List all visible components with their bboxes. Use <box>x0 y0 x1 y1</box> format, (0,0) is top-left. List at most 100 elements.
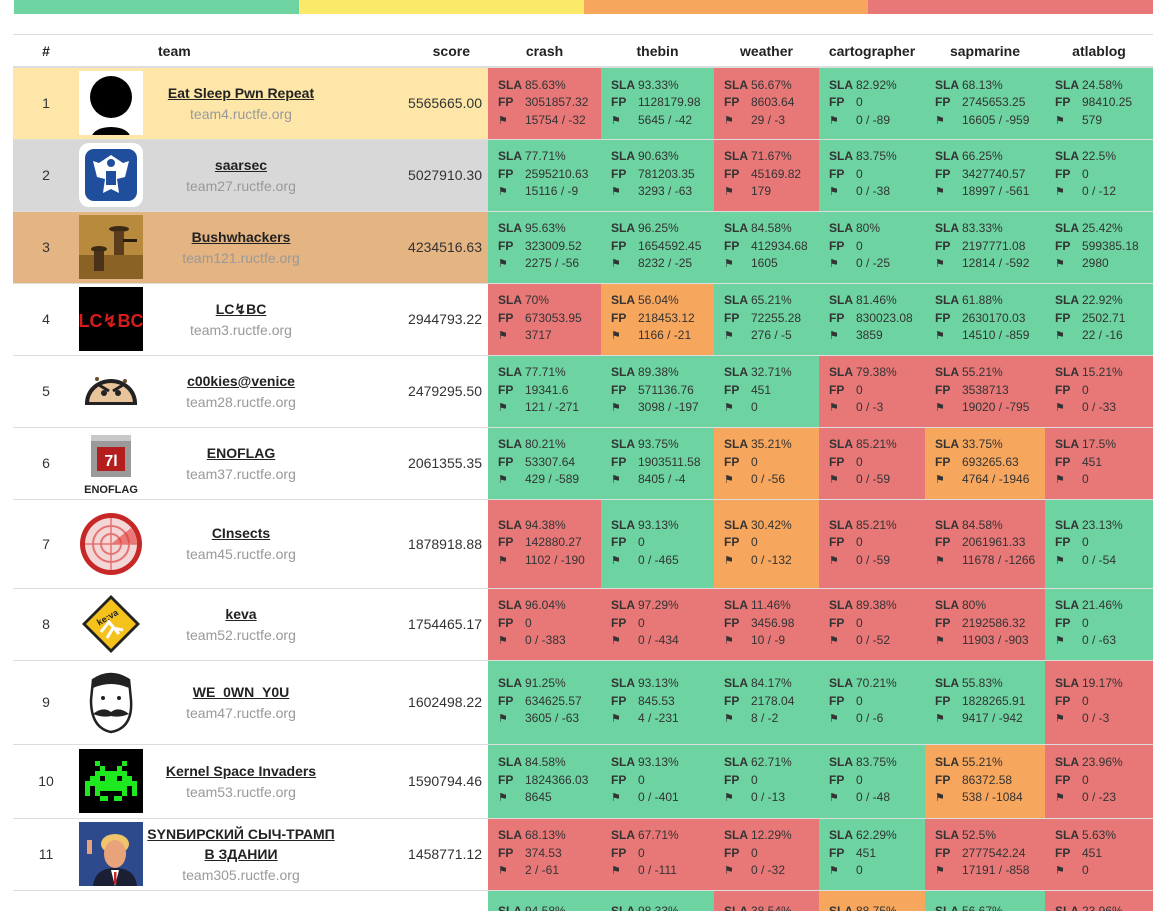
team-row[interactable]: 1 Eat Sleep Pwn Repeat team4.ructfe.org 5… <box>13 66 1153 148</box>
service-cell-thebin[interactable]: SLA 56.04% FP 218453.12 ⚑ 1166 / -21 <box>601 282 714 355</box>
service-cell-weather[interactable]: SLA 84.58% FP 412934.68 ⚑ 1605 <box>714 210 819 283</box>
team-row[interactable]: 7 CInsects team45.ructfe.org 1878918.88 S… <box>13 498 1153 588</box>
service-cell-cartographer[interactable]: SLA 70.21% FP 0 ⚑ 0 / -6 <box>819 659 925 744</box>
team-name-link[interactable]: WE_0WN_Y0U <box>192 683 290 700</box>
service-cell-weather[interactable]: SLA 12.29% FP 0 ⚑ 0 / -32 <box>714 817 819 890</box>
team-name-link[interactable]: Kernel Space Invaders <box>165 762 317 779</box>
service-cell-cartographer[interactable]: SLA 85.21% FP 0 ⚑ 0 / -59 <box>819 426 925 499</box>
service-cell-crash[interactable]: SLA 77.71% FP 19341.6 ⚑ 121 / -271 <box>488 354 601 427</box>
service-cell-thebin[interactable]: SLA 93.33% FP 1128179.98 ⚑ 5645 / -42 <box>601 66 714 139</box>
service-cell-atlablog[interactable]: SLA 23.13% FP 0 ⚑ 0 / -54 <box>1045 498 1153 588</box>
header-service-weather[interactable]: weather <box>714 34 819 68</box>
service-cell-atlablog[interactable]: SLA 22.5% FP 0 ⚑ 0 / -12 <box>1045 138 1153 211</box>
team-row-partial[interactable]: SLA 94.58% SLA 98.33% SLA 38.54% SLA 88.75% SLA 5… <box>13 889 1153 911</box>
service-cell-sapmarine[interactable]: SLA 83.33% FP 2197771.08 ⚑ 12814 / -592 <box>925 210 1045 283</box>
service-cell-crash[interactable]: SLA 84.58% FP 1824366.03 ⚑ 8645 <box>488 743 601 818</box>
service-cell-weather[interactable]: SLA 11.46% FP 3456.98 ⚑ 10 / -9 <box>714 587 819 660</box>
service-cell-weather[interactable]: SLA 56.67% FP 8603.64 ⚑ 29 / -3 <box>714 66 819 139</box>
service-cell-thebin[interactable]: SLA 89.38% FP 571136.76 ⚑ 3098 / -197 <box>601 354 714 427</box>
service-cell-atlablog[interactable]: SLA 24.58% FP 98410.25 ⚑ 579 <box>1045 66 1153 139</box>
header-service-thebin[interactable]: thebin <box>601 34 714 68</box>
service-cell-thebin[interactable]: SLA 97.29% FP 0 ⚑ 0 / -434 <box>601 587 714 660</box>
team-row[interactable]: 2 saarsec team27.ructfe.org 5027910.30 SL… <box>13 138 1153 211</box>
service-cell-cartographer[interactable]: SLA 89.38% FP 0 ⚑ 0 / -52 <box>819 587 925 660</box>
team-name-link[interactable]: Bushwhackers <box>191 228 291 245</box>
service-cell-sapmarine[interactable]: SLA 56.67% <box>925 889 1045 911</box>
service-cell-atlablog[interactable]: SLA 23.96% <box>1045 889 1153 911</box>
team-row[interactable]: 4 LC↯BC LC↯BC team3.ructfe.org 2944793.22 … <box>13 282 1153 355</box>
service-cell-weather[interactable]: SLA 32.71% FP 451 ⚑ 0 <box>714 354 819 427</box>
service-cell-thebin[interactable]: SLA 67.71% FP 0 ⚑ 0 / -111 <box>601 817 714 890</box>
service-cell-cartographer[interactable]: SLA 80% FP 0 ⚑ 0 / -25 <box>819 210 925 283</box>
service-cell-cartographer[interactable]: SLA 82.92% FP 0 ⚑ 0 / -89 <box>819 66 925 139</box>
service-cell-weather[interactable]: SLA 30.42% FP 0 ⚑ 0 / -132 <box>714 498 819 588</box>
team-row[interactable]: 5 c00kies@venice team28.ructfe.org 247929… <box>13 354 1153 427</box>
team-name-link[interactable]: c00kies@venice <box>187 372 295 389</box>
service-cell-thebin[interactable]: SLA 98.33% <box>601 889 714 911</box>
service-cell-weather[interactable]: SLA 65.21% FP 72255.28 ⚑ 276 / -5 <box>714 282 819 355</box>
service-cell-crash[interactable]: SLA 77.71% FP 2595210.63 ⚑ 15116 / -9 <box>488 138 601 211</box>
service-cell-atlablog[interactable]: SLA 25.42% FP 599385.18 ⚑ 2980 <box>1045 210 1153 283</box>
header-score[interactable]: score <box>340 34 488 68</box>
team-name-link[interactable]: CInsects <box>211 525 271 541</box>
service-cell-sapmarine[interactable]: SLA 55.83% FP 1828265.91 ⚑ 9417 / -942 <box>925 659 1045 744</box>
team-name-link[interactable]: saarsec <box>214 156 268 173</box>
team-row[interactable]: 10 Kernel Space Invaders team53.ructfe.o… <box>13 743 1153 818</box>
team-row[interactable]: 11 SYNБИРСКИЙ СЫЧ-ТРАМП В ЗДАНИИ team305… <box>13 817 1153 890</box>
service-cell-crash[interactable]: SLA 68.13% FP 374.53 ⚑ 2 / -61 <box>488 817 601 890</box>
service-cell-sapmarine[interactable]: SLA 55.21% FP 86372.58 ⚑ 538 / -1084 <box>925 743 1045 818</box>
service-cell-atlablog[interactable]: SLA 5.63% FP 451 ⚑ 0 <box>1045 817 1153 890</box>
service-cell-crash[interactable]: SLA 91.25% FP 634625.57 ⚑ 3605 / -63 <box>488 659 601 744</box>
service-cell-crash[interactable]: SLA 96.04% FP 0 ⚑ 0 / -383 <box>488 587 601 660</box>
service-cell-weather[interactable]: SLA 35.21% FP 0 ⚑ 0 / -56 <box>714 426 819 499</box>
service-cell-atlablog[interactable]: SLA 17.5% FP 451 ⚑ 0 <box>1045 426 1153 499</box>
service-cell-cartographer[interactable]: SLA 81.46% FP 830023.08 ⚑ 3859 <box>819 282 925 355</box>
service-cell-sapmarine[interactable]: SLA 80% FP 2192586.32 ⚑ 11903 / -903 <box>925 587 1045 660</box>
service-cell-sapmarine[interactable]: SLA 33.75% FP 693265.63 ⚑ 4764 / -1946 <box>925 426 1045 499</box>
header-service-cartographer[interactable]: cartographer <box>819 34 925 68</box>
service-cell-sapmarine[interactable]: SLA 68.13% FP 2745653.25 ⚑ 16605 / -959 <box>925 66 1045 139</box>
service-cell-cartographer[interactable]: SLA 88.75% <box>819 889 925 911</box>
service-cell-sapmarine[interactable]: SLA 61.88% FP 2630170.03 ⚑ 14510 / -859 <box>925 282 1045 355</box>
service-cell-atlablog[interactable]: SLA 21.46% FP 0 ⚑ 0 / -63 <box>1045 587 1153 660</box>
service-cell-crash[interactable]: SLA 85.63% FP 3051857.32 ⚑ 15754 / -32 <box>488 66 601 139</box>
service-cell-weather[interactable]: SLA 38.54% <box>714 889 819 911</box>
header-service-sapmarine[interactable]: sapmarine <box>925 34 1045 68</box>
header-service-atlablog[interactable]: atlablog <box>1045 34 1153 68</box>
service-cell-sapmarine[interactable]: SLA 66.25% FP 3427740.57 ⚑ 18997 / -561 <box>925 138 1045 211</box>
service-cell-weather[interactable]: SLA 84.17% FP 2178.04 ⚑ 8 / -2 <box>714 659 819 744</box>
service-cell-crash[interactable]: SLA 70% FP 673053.95 ⚑ 3717 <box>488 282 601 355</box>
service-cell-cartographer[interactable]: SLA 62.29% FP 451 ⚑ 0 <box>819 817 925 890</box>
team-row[interactable]: 6 7l ENOFLAG ENOFLAG team37.ructfe.org 2061… <box>13 426 1153 499</box>
service-cell-sapmarine[interactable]: SLA 52.5% FP 2777542.24 ⚑ 17191 / -858 <box>925 817 1045 890</box>
service-cell-atlablog[interactable]: SLA 15.21% FP 0 ⚑ 0 / -33 <box>1045 354 1153 427</box>
service-cell-cartographer[interactable]: SLA 79.38% FP 0 ⚑ 0 / -3 <box>819 354 925 427</box>
service-cell-atlablog[interactable]: SLA 19.17% FP 0 ⚑ 0 / -3 <box>1045 659 1153 744</box>
service-cell-cartographer[interactable]: SLA 83.75% FP 0 ⚑ 0 / -48 <box>819 743 925 818</box>
service-cell-atlablog[interactable]: SLA 23.96% FP 0 ⚑ 0 / -23 <box>1045 743 1153 818</box>
service-cell-crash[interactable]: SLA 94.38% FP 142880.27 ⚑ 1102 / -190 <box>488 498 601 588</box>
team-row[interactable]: 9 WE_0WN_Y0U team47.ructfe.org 1602498.22… <box>13 659 1153 744</box>
service-cell-cartographer[interactable]: SLA 85.21% FP 0 ⚑ 0 / -59 <box>819 498 925 588</box>
service-cell-sapmarine[interactable]: SLA 84.58% FP 2061961.33 ⚑ 11678 / -1266 <box>925 498 1045 588</box>
service-cell-sapmarine[interactable]: SLA 55.21% FP 3538713 ⚑ 19020 / -795 <box>925 354 1045 427</box>
service-cell-crash[interactable]: SLA 95.63% FP 323009.52 ⚑ 2275 / -56 <box>488 210 601 283</box>
service-cell-crash[interactable]: SLA 94.58% <box>488 889 601 911</box>
service-cell-thebin[interactable]: SLA 93.13% FP 0 ⚑ 0 / -465 <box>601 498 714 588</box>
service-cell-cartographer[interactable]: SLA 83.75% FP 0 ⚑ 0 / -38 <box>819 138 925 211</box>
team-name-link[interactable]: Eat Sleep Pwn Repeat <box>167 84 315 101</box>
team-row[interactable]: 8 ke:va keva team52.ructfe.org 1754465.17 … <box>13 587 1153 660</box>
service-cell-thebin[interactable]: SLA 93.13% FP 845.53 ⚑ 4 / -231 <box>601 659 714 744</box>
service-cell-weather[interactable]: SLA 62.71% FP 0 ⚑ 0 / -13 <box>714 743 819 818</box>
service-cell-weather[interactable]: SLA 71.67% FP 45169.82 ⚑ 179 <box>714 138 819 211</box>
service-cell-thebin[interactable]: SLA 93.75% FP 1903511.58 ⚑ 8405 / -4 <box>601 426 714 499</box>
service-cell-crash[interactable]: SLA 80.21% FP 53307.64 ⚑ 429 / -589 <box>488 426 601 499</box>
team-row[interactable]: 3 Bushwhackers team121.ructfe.org 4234516… <box>13 210 1153 283</box>
team-name-link[interactable]: LC↯BC <box>215 300 267 317</box>
team-name-link[interactable]: SYNБИРСКИЙ СЫЧ-ТРАМП В ЗДАНИИ <box>147 825 335 862</box>
header-service-crash[interactable]: crash <box>488 34 601 68</box>
service-cell-thebin[interactable]: SLA 90.63% FP 781203.35 ⚑ 3293 / -63 <box>601 138 714 211</box>
service-cell-thebin[interactable]: SLA 96.25% FP 1654592.45 ⚑ 8232 / -25 <box>601 210 714 283</box>
service-cell-thebin[interactable]: SLA 93.13% FP 0 ⚑ 0 / -401 <box>601 743 714 818</box>
team-name-link[interactable]: keva <box>225 605 257 622</box>
